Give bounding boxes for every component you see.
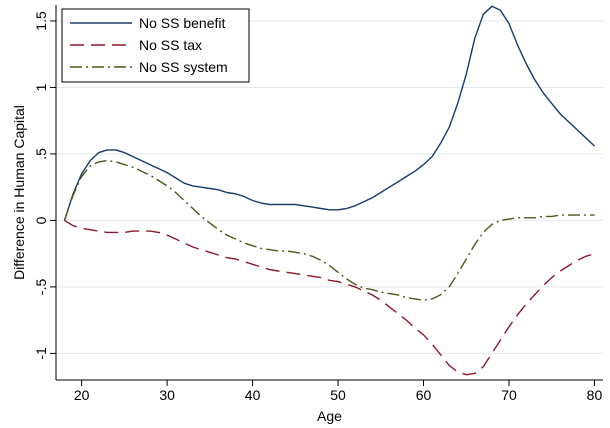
legend-label-0: No SS benefit — [139, 15, 225, 31]
x-tick-label-0: 20 — [74, 387, 90, 403]
x-tick-label-4: 60 — [416, 387, 432, 403]
x-tick-label-1: 30 — [159, 387, 175, 403]
y-tick-label-4: 1 — [33, 83, 49, 91]
plot-lines — [63, 5, 595, 376]
x-tick-label-5: 70 — [501, 387, 517, 403]
x-axis-label: Age — [317, 408, 342, 424]
series-line-2 — [63, 159, 595, 301]
axes — [55, 5, 603, 381]
y-tick-label-3: .5 — [33, 148, 49, 160]
legend: No SS benefit No SS tax No SS system — [61, 8, 250, 83]
legend-label-2: No SS system — [139, 59, 228, 75]
ticks: 20 30 40 50 60 70 80 -1 -.5 0 .5 1 1.5 — [33, 11, 602, 403]
x-tick-label-3: 50 — [330, 387, 346, 403]
y-tick-label-5: 1.5 — [33, 11, 49, 31]
series-line-0 — [63, 5, 595, 221]
x-tick-label-6: 80 — [587, 387, 603, 403]
x-tick-label-2: 40 — [245, 387, 261, 403]
y-axis-label: Difference in Human Capital — [11, 105, 27, 280]
legend-label-1: No SS tax — [139, 37, 202, 53]
series-line-1 — [64, 219, 595, 376]
y-tick-label-2: 0 — [33, 216, 49, 224]
y-tick-label-0: -1 — [33, 347, 49, 360]
y-tick-label-1: -.5 — [33, 279, 49, 296]
gridlines — [56, 20, 603, 354]
